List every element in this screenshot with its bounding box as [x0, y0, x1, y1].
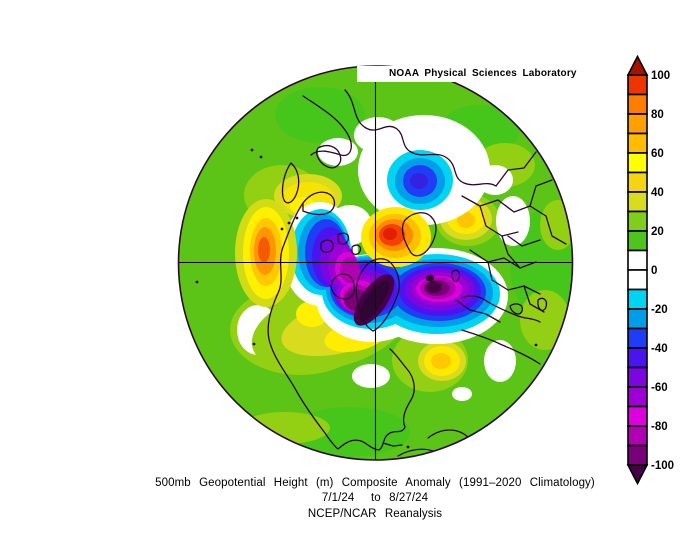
colorbar-tick-label: 0	[651, 265, 657, 277]
colorbar-band	[627, 366, 648, 388]
colorbar-band	[627, 249, 648, 271]
colorbar-over-triangle	[626, 54, 649, 76]
colorbar-band	[627, 288, 648, 310]
colorbar-band	[627, 444, 648, 466]
colorbar-band	[627, 93, 648, 115]
colorbar-tick-label: 40	[651, 187, 664, 199]
colorbar: 100 80 60 40 20 0 -20 -40 -60 -80 -100	[626, 54, 674, 486]
colorbar-band	[627, 230, 648, 252]
colorbar-tick-label: -40	[651, 343, 668, 355]
positive-anomaly-gulf-of-alaska	[235, 199, 297, 307]
colorbar-tick-label: 80	[651, 109, 664, 121]
colorbar-band	[627, 386, 648, 408]
colorbar-band	[627, 405, 648, 427]
island-dots	[195, 148, 538, 449]
positive-anomaly-scandinavia	[361, 207, 431, 267]
colorbar-band	[627, 113, 648, 135]
colorbar-tick-label: 20	[651, 226, 664, 238]
caption-source: NCEP/NCAR Reanalysis	[307, 508, 443, 520]
colorbar-band	[627, 171, 648, 193]
colorbar-band	[627, 308, 648, 330]
colorbar-tick-label: 100	[651, 70, 670, 82]
colorbar-band	[627, 152, 648, 174]
colorbar-band	[627, 210, 648, 232]
caption-title: 500mb Geopotential Height (m) Composite …	[155, 477, 595, 489]
colorbar-band	[627, 269, 648, 291]
colorbar-tick-label: -20	[651, 304, 668, 316]
colorbar-band	[627, 327, 648, 349]
caption-date-range: 7/1/24 to 8/27/24	[321, 492, 429, 504]
negative-anomaly-siberia	[354, 115, 530, 246]
colorbar-band	[627, 191, 648, 213]
colorbar-band	[627, 425, 648, 447]
colorbar-band	[627, 74, 648, 96]
lab-credit-label: NOAA Physical Sciences Laboratory	[357, 66, 619, 82]
colorbar-tick-label: -80	[651, 421, 668, 433]
colorbar-tick-label: -60	[651, 382, 668, 394]
colorbar-tick-label: -100	[651, 460, 674, 472]
colorbar-under-triangle	[626, 464, 649, 486]
colorbar-band	[627, 132, 648, 154]
colorbar-tick-label: 60	[651, 148, 664, 160]
colorbar-band	[627, 347, 648, 369]
